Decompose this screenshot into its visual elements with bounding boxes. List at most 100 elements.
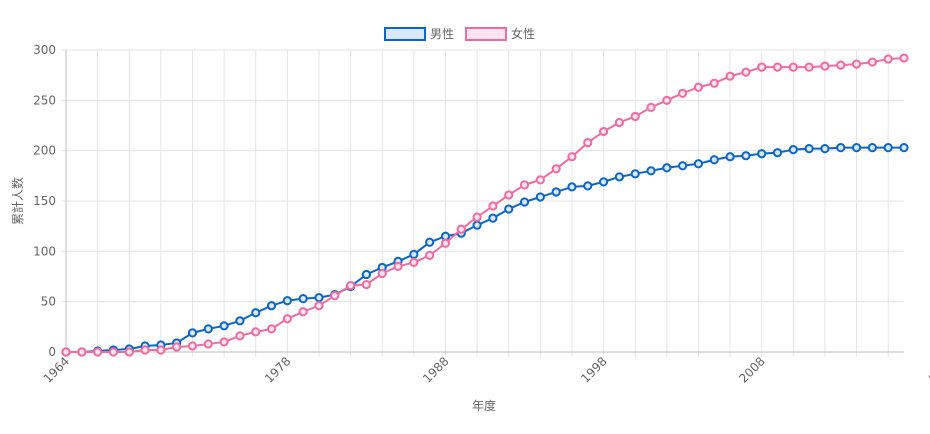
y-tick-label: 100	[33, 244, 56, 258]
data-point	[203, 324, 213, 334]
data-point	[361, 279, 372, 290]
data-point	[630, 111, 640, 122]
data-point	[519, 180, 530, 190]
data-point	[393, 261, 403, 272]
data-point	[266, 324, 277, 334]
data-point	[409, 257, 419, 268]
data-point	[820, 144, 830, 154]
legend-item[interactable]: 男性	[384, 27, 454, 41]
data-point	[772, 148, 783, 158]
data-point	[583, 181, 593, 191]
data-point	[251, 308, 261, 318]
data-point	[361, 269, 372, 280]
y-tick-label: 150	[33, 194, 56, 208]
data-point	[836, 60, 846, 70]
data-point	[867, 143, 877, 153]
x-tick-label: 2008	[736, 354, 767, 385]
series-line-male	[66, 146, 904, 353]
data-point	[377, 268, 387, 279]
data-point	[820, 61, 830, 71]
data-point	[440, 238, 451, 248]
y-tick-label: 300	[33, 43, 56, 57]
data-point	[598, 177, 609, 187]
data-point	[124, 347, 134, 357]
data-point	[646, 166, 656, 176]
data-point	[867, 57, 877, 67]
data-point	[757, 62, 767, 72]
data-point	[156, 345, 166, 355]
data-point	[488, 201, 498, 211]
data-point	[614, 172, 625, 182]
data-point	[282, 296, 292, 306]
data-point	[836, 143, 846, 153]
data-point	[883, 54, 893, 64]
x-tick-label: 1964	[41, 354, 72, 385]
data-point	[804, 144, 814, 154]
data-point	[61, 347, 71, 357]
data-point	[788, 145, 798, 155]
data-point	[678, 88, 688, 98]
data-point	[219, 321, 229, 331]
data-point	[535, 192, 545, 202]
data-point	[108, 347, 119, 357]
data-point	[298, 294, 308, 304]
data-point	[899, 53, 909, 63]
data-point	[535, 175, 545, 185]
data-point	[472, 212, 482, 222]
data-point	[772, 62, 783, 72]
data-point	[472, 220, 482, 230]
data-point	[551, 187, 561, 197]
data-point	[693, 82, 704, 92]
data-point	[425, 237, 435, 247]
data-point	[583, 138, 593, 148]
y-tick-label: 250	[33, 93, 56, 107]
data-point	[725, 152, 735, 162]
data-point	[757, 149, 767, 159]
data-point	[851, 143, 862, 153]
data-point	[709, 155, 719, 165]
y-tick-label: 200	[33, 144, 56, 158]
series-layer	[61, 53, 909, 357]
data-point	[314, 301, 324, 311]
y-axis-title: 累計人数	[10, 177, 25, 225]
data-point	[456, 224, 466, 234]
data-point	[662, 163, 672, 173]
data-point	[235, 331, 245, 341]
data-point	[519, 197, 530, 207]
data-point	[725, 71, 735, 81]
data-point	[314, 293, 324, 303]
legend-label: 男性	[430, 27, 454, 41]
data-point	[567, 182, 577, 192]
data-point	[298, 307, 308, 317]
legend-swatch	[384, 27, 426, 41]
data-point	[851, 59, 862, 69]
data-point	[899, 143, 909, 153]
data-point	[282, 314, 292, 324]
data-point	[235, 316, 245, 326]
data-point	[93, 347, 103, 357]
data-point	[883, 143, 893, 153]
series-line-female	[66, 57, 905, 353]
x-axis-title: 年度	[472, 398, 496, 413]
data-point	[77, 347, 87, 357]
legend-label: 女性	[511, 26, 535, 41]
legend[interactable]: 男性 女性	[384, 26, 535, 41]
data-point	[346, 280, 356, 291]
data-point	[741, 67, 751, 77]
legend-item[interactable]: 女性	[465, 26, 535, 41]
data-point	[330, 291, 340, 301]
x-tick-label: 1988	[420, 354, 451, 385]
data-point	[488, 213, 498, 223]
data-point	[504, 190, 514, 200]
data-point	[678, 161, 688, 171]
data-point	[187, 341, 198, 351]
data-point	[693, 159, 704, 169]
data-point	[203, 339, 213, 349]
data-point	[662, 95, 672, 105]
data-point	[709, 78, 719, 88]
data-point	[409, 249, 419, 259]
data-point	[251, 327, 261, 337]
legend-swatch	[465, 27, 507, 41]
